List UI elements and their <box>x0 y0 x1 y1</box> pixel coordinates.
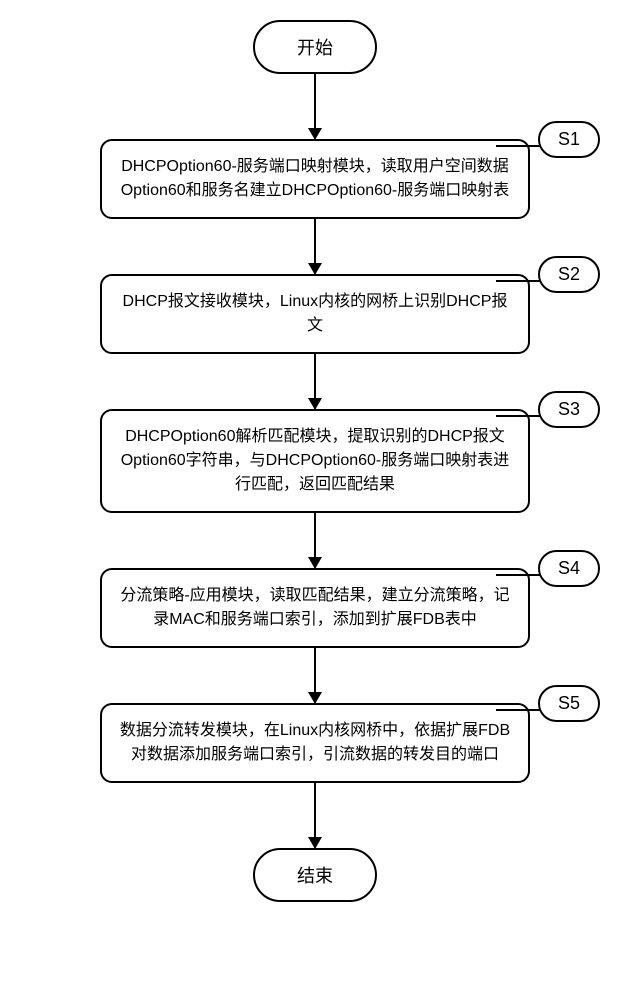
step-wrap-3: DHCPOption60解析匹配模块，提取识别的DHCP报文Option60字符… <box>20 409 610 513</box>
process-text: 数据分流转发模块，在Linux内核网桥中，依据扩展FDB对数据添加服务端口索引，… <box>120 722 510 763</box>
arrow <box>314 354 316 409</box>
step-wrap-2: DHCP报文接收模块，Linux内核的网桥上识别DHCP报文 S2 <box>20 274 610 354</box>
label-text: S1 <box>558 129 580 149</box>
label-text: S5 <box>558 693 580 713</box>
process-s5: 数据分流转发模块，在Linux内核网桥中，依据扩展FDB对数据添加服务端口索引，… <box>100 703 530 783</box>
process-s4: 分流策略-应用模块，读取匹配结果，建立分流策略，记录MAC和服务端口索引，添加到… <box>100 568 530 648</box>
label-s5: S5 <box>538 685 600 722</box>
process-s1: DHCPOption60-服务端口映射模块，读取用户空间数据Option60和服… <box>100 139 530 219</box>
process-s3: DHCPOption60解析匹配模块，提取识别的DHCP报文Option60字符… <box>100 409 530 513</box>
start-label: 开始 <box>297 38 333 58</box>
arrow <box>314 513 316 568</box>
start-terminator: 开始 <box>253 20 377 74</box>
arrow <box>314 648 316 703</box>
end-label: 结束 <box>297 866 333 886</box>
label-text: S3 <box>558 399 580 419</box>
step-wrap-4: 分流策略-应用模块，读取匹配结果，建立分流策略，记录MAC和服务端口索引，添加到… <box>20 568 610 648</box>
process-s2: DHCP报文接收模块，Linux内核的网桥上识别DHCP报文 <box>100 274 530 354</box>
label-s2: S2 <box>538 256 600 293</box>
label-s3: S3 <box>538 391 600 428</box>
arrow <box>314 783 316 848</box>
process-text: DHCP报文接收模块，Linux内核的网桥上识别DHCP报文 <box>123 293 508 334</box>
process-text: DHCPOption60-服务端口映射模块，读取用户空间数据Option60和服… <box>121 158 510 199</box>
arrow <box>314 219 316 274</box>
flowchart: 开始 DHCPOption60-服务端口映射模块，读取用户空间数据Option6… <box>20 20 610 902</box>
process-text: DHCPOption60解析匹配模块，提取识别的DHCP报文Option60字符… <box>121 428 510 493</box>
end-terminator: 结束 <box>253 848 377 902</box>
label-text: S4 <box>558 558 580 578</box>
step-wrap-1: DHCPOption60-服务端口映射模块，读取用户空间数据Option60和服… <box>20 139 610 219</box>
arrow <box>314 74 316 139</box>
step-wrap-5: 数据分流转发模块，在Linux内核网桥中，依据扩展FDB对数据添加服务端口索引，… <box>20 703 610 783</box>
label-s1: S1 <box>538 121 600 158</box>
process-text: 分流策略-应用模块，读取匹配结果，建立分流策略，记录MAC和服务端口索引，添加到… <box>120 587 509 628</box>
label-text: S2 <box>558 264 580 284</box>
label-s4: S4 <box>538 550 600 587</box>
